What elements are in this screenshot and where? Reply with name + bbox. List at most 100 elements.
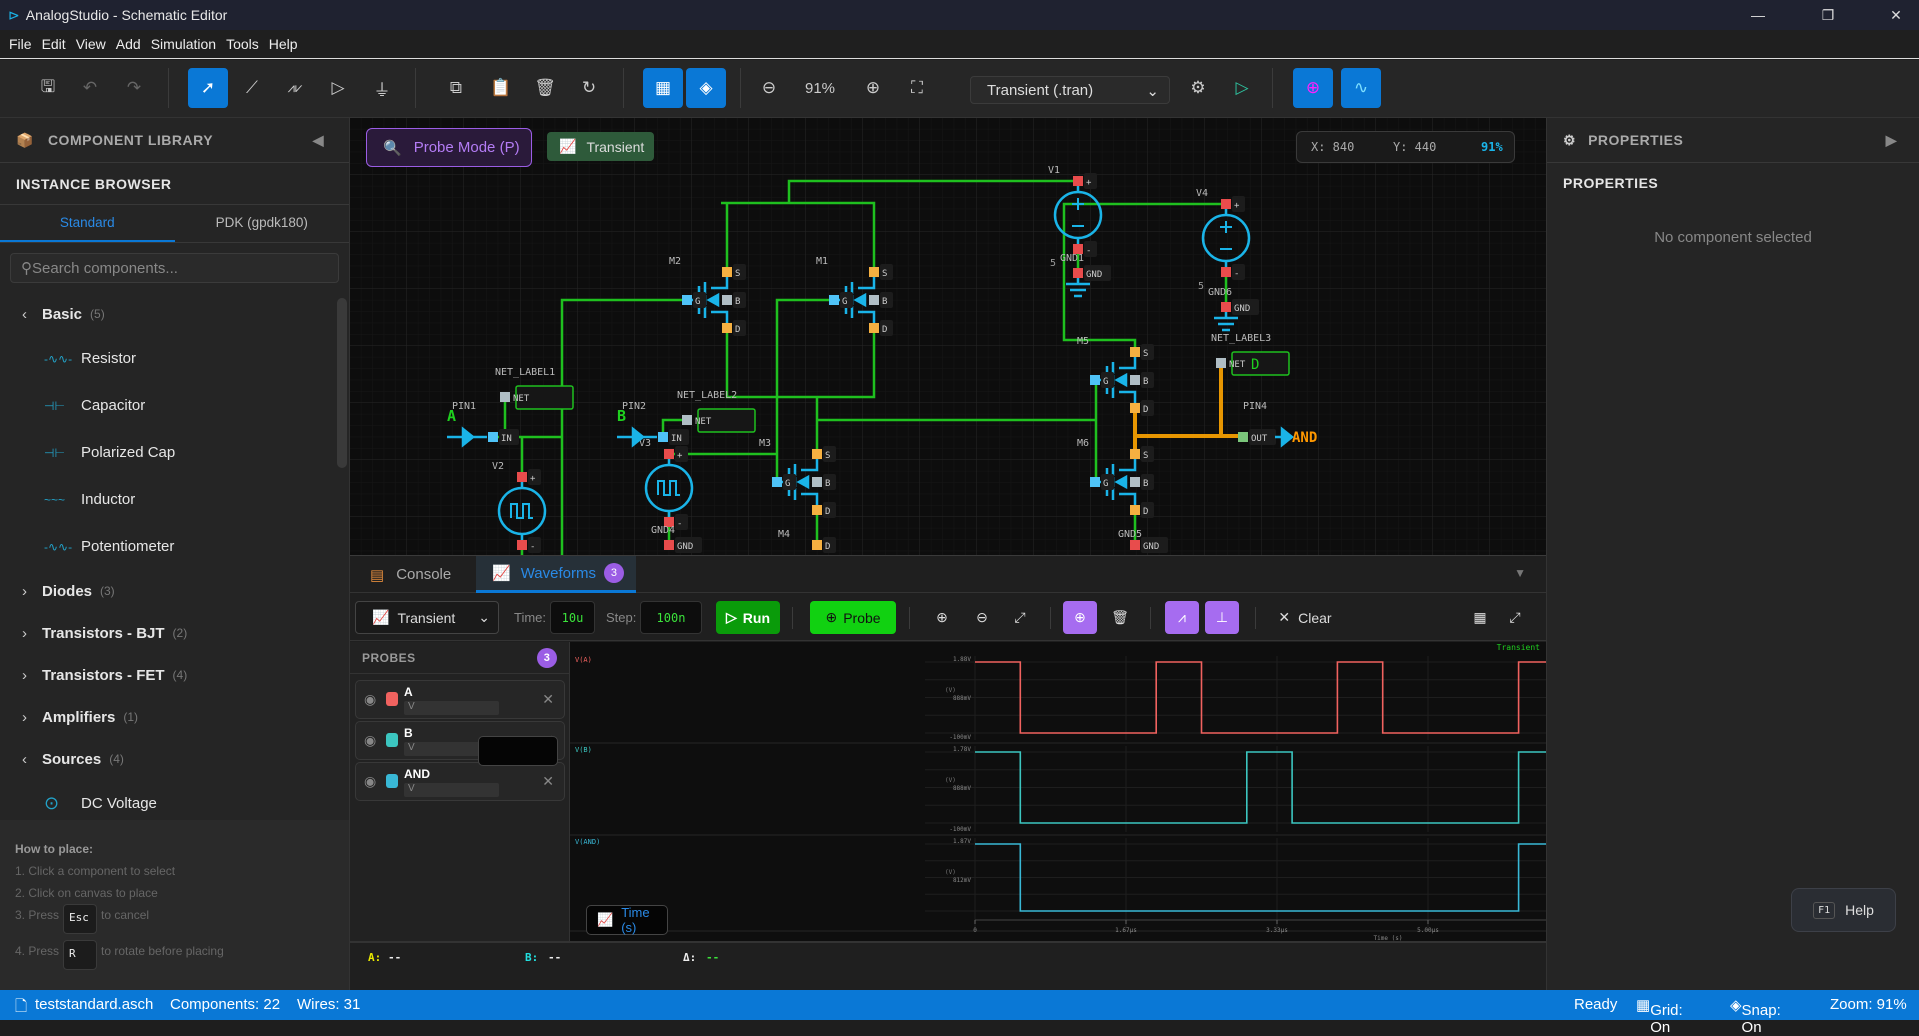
run-button[interactable]: ▷ Run <box>716 601 780 634</box>
pin[interactable] <box>869 267 879 277</box>
pin[interactable] <box>812 477 822 487</box>
pin[interactable] <box>869 323 879 333</box>
pin[interactable] <box>722 267 732 277</box>
gear-icon[interactable]: ⚙ <box>1190 78 1206 97</box>
schematic-canvas[interactable]: S B D G M2 S B D G M1 S B D G M3 S B D G M5 S B D G M6 D M4 + - V1 GND… <box>350 118 1546 555</box>
layers-icon[interactable]: ◈ <box>686 68 726 108</box>
pin[interactable] <box>682 415 692 425</box>
collapse-right-icon[interactable]: ▶ <box>1885 131 1897 148</box>
analysis-type-select[interactable]: Transient (.tran) ⌄ <box>970 76 1170 104</box>
pin[interactable] <box>1130 477 1140 487</box>
zoom-out-icon[interactable]: ⊖ <box>976 609 988 625</box>
pin[interactable] <box>664 517 674 527</box>
pin[interactable] <box>1238 432 1248 442</box>
pin[interactable] <box>812 505 822 515</box>
undo-icon[interactable]: ↶ <box>82 78 98 97</box>
pin[interactable] <box>1073 244 1083 254</box>
expand-icon[interactable]: ⤢ <box>1509 609 1521 625</box>
list-item-polarized-cap[interactable]: ⊣⊢ Polarized Cap <box>44 444 176 461</box>
pin[interactable] <box>664 449 674 459</box>
pin[interactable] <box>1130 449 1140 459</box>
eye-icon[interactable]: ◉ <box>364 691 377 707</box>
tab-console[interactable]: ▤ Console <box>370 566 452 584</box>
list-item-inductor[interactable]: ~~~ Inductor <box>44 491 136 508</box>
rotate-icon[interactable]: ↻ <box>581 78 597 97</box>
probe-crosshair-icon[interactable]: ⊕ <box>1293 68 1333 108</box>
pin[interactable] <box>1130 403 1140 413</box>
eye-icon[interactable]: ◉ <box>364 732 377 748</box>
probe-unit-input[interactable]: V <box>404 701 499 715</box>
list-item-dc-voltage[interactable]: ⊙ DC Voltage <box>44 793 157 813</box>
time-axis-button[interactable]: 📈 Time (s) <box>586 905 668 935</box>
tab-pdk[interactable]: PDK (gpdk180) <box>215 215 308 230</box>
probe-card[interactable]: ◉ A V ✕ <box>355 680 565 719</box>
grid-toggle-icon[interactable]: ▦ <box>643 68 683 108</box>
pin[interactable] <box>658 432 668 442</box>
pin[interactable] <box>1130 375 1140 385</box>
resistor-tool-icon[interactable]: ⩘⩗ <box>287 80 303 95</box>
analysis-select[interactable]: 📈 Transient ⌄ <box>355 601 499 634</box>
fit-screen-icon[interactable]: ⛶ <box>911 78 923 97</box>
pin[interactable] <box>1073 176 1083 186</box>
menu-file[interactable]: File <box>9 36 32 52</box>
probe-mode-button[interactable]: 🔍 Probe Mode (P) <box>366 128 532 167</box>
pin[interactable] <box>869 295 879 305</box>
remove-probe-icon[interactable]: ✕ <box>542 773 554 789</box>
pin[interactable] <box>722 323 732 333</box>
pin[interactable] <box>500 392 510 402</box>
zoom-out-icon[interactable]: ⊖ <box>761 78 777 97</box>
trash-icon[interactable]: 🗑 <box>1111 609 1129 625</box>
collapse-panel-icon[interactable]: ▼ <box>1514 566 1526 580</box>
copy-icon[interactable]: ⧉ <box>449 78 463 97</box>
grid-status[interactable]: ▦ Grid: On <box>1636 997 1683 1036</box>
pin[interactable] <box>517 472 527 482</box>
probe-color-swatch[interactable] <box>386 774 398 788</box>
select-tool-icon[interactable]: ➚ <box>188 68 228 108</box>
save-icon[interactable]: 🖫 <box>40 76 56 96</box>
pin[interactable] <box>1090 375 1100 385</box>
menu-tools[interactable]: Tools <box>226 36 259 52</box>
run-simulation-icon[interactable]: ▷ <box>1235 78 1249 97</box>
minimize-button[interactable]: — <box>1751 7 1765 23</box>
remove-probe-icon[interactable]: ✕ <box>542 691 554 707</box>
zoom-in-icon[interactable]: ⊕ <box>865 78 881 97</box>
tab-standard[interactable]: Standard <box>0 205 175 242</box>
pin[interactable] <box>772 477 782 487</box>
probe-color-swatch[interactable] <box>386 692 398 706</box>
pin[interactable] <box>1073 268 1083 278</box>
scrollbar[interactable] <box>337 298 347 468</box>
menu-edit[interactable]: Edit <box>41 36 66 52</box>
list-item-resistor[interactable]: -∿∿- Resistor <box>44 350 137 367</box>
zoom-in-icon[interactable]: ⊕ <box>936 609 948 625</box>
layout-grid-icon[interactable]: ▦ <box>1473 609 1487 625</box>
menu-view[interactable]: View <box>75 36 106 52</box>
pin[interactable] <box>1221 199 1231 209</box>
fit-icon[interactable]: ⤢ <box>1014 609 1026 625</box>
time-input[interactable]: 10u <box>550 601 595 634</box>
pin[interactable] <box>1130 347 1140 357</box>
snap-status[interactable]: ◈ Snap: On <box>1730 997 1781 1036</box>
net-label[interactable] <box>1231 351 1290 376</box>
pin[interactable] <box>682 295 692 305</box>
pin[interactable] <box>517 540 527 550</box>
menu-simulation[interactable]: Simulation <box>150 36 217 52</box>
menu-help[interactable]: Help <box>268 36 298 52</box>
cursor-icon[interactable]: ⊕ <box>1063 601 1097 634</box>
pin[interactable] <box>664 540 674 550</box>
list-item-capacitor[interactable]: ⊣⊢ Capacitor <box>44 397 146 414</box>
paste-icon[interactable]: 📋 <box>490 78 512 97</box>
collapse-left-icon[interactable]: ◀ <box>312 131 324 148</box>
maximize-button[interactable]: ❐ <box>1821 7 1835 23</box>
category-sources[interactable]: ‹ Sources (4) <box>22 750 124 768</box>
probe-card[interactable]: ◉ AND V ✕ <box>355 762 565 801</box>
close-button[interactable]: ✕ <box>1890 7 1902 23</box>
pin[interactable] <box>1216 358 1226 368</box>
category-diodes[interactable]: › Diodes (3) <box>22 582 115 600</box>
net-label[interactable] <box>515 385 574 410</box>
probe-unit-input[interactable]: V <box>404 742 499 756</box>
menu-add[interactable]: Add <box>115 36 141 52</box>
search-input[interactable]: ⚲ Search components... <box>10 253 339 283</box>
step-input[interactable]: 100n <box>640 601 702 634</box>
category-amplifiers[interactable]: › Amplifiers (1) <box>22 708 139 726</box>
